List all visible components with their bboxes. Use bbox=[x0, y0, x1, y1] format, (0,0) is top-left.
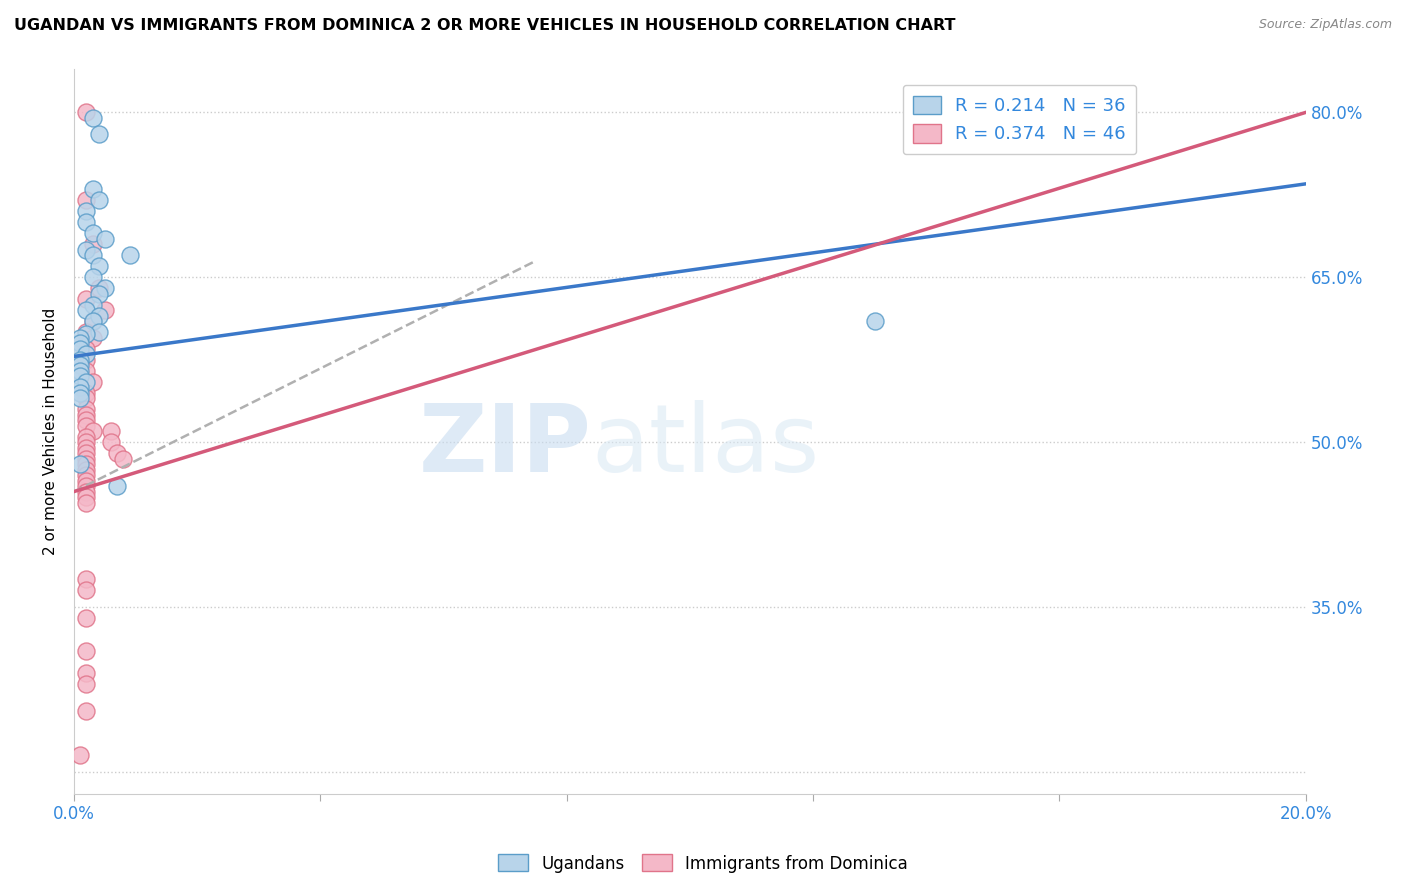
Point bbox=[75, 391, 97, 405]
Point bbox=[69, 364, 91, 378]
Point bbox=[75, 194, 97, 208]
Point bbox=[69, 331, 91, 345]
Point bbox=[94, 281, 117, 295]
Point bbox=[75, 303, 97, 318]
Legend: R = 0.214   N = 36, R = 0.374   N = 46: R = 0.214 N = 36, R = 0.374 N = 46 bbox=[903, 85, 1136, 154]
Point bbox=[118, 248, 141, 262]
Legend: Ugandans, Immigrants from Dominica: Ugandans, Immigrants from Dominica bbox=[492, 847, 914, 880]
Point bbox=[75, 484, 97, 499]
Point bbox=[75, 204, 97, 219]
Point bbox=[105, 446, 128, 460]
Point bbox=[69, 342, 91, 356]
Point bbox=[94, 232, 117, 246]
Point bbox=[75, 352, 97, 367]
Point bbox=[75, 677, 97, 691]
Point bbox=[75, 583, 97, 598]
Point bbox=[112, 451, 135, 466]
Point bbox=[69, 748, 91, 763]
Point bbox=[82, 111, 104, 125]
Point bbox=[82, 424, 104, 438]
Point bbox=[75, 215, 97, 229]
Point bbox=[75, 347, 97, 361]
Text: ZIP: ZIP bbox=[419, 400, 592, 491]
Point bbox=[75, 243, 97, 257]
Point bbox=[75, 342, 97, 356]
Point bbox=[87, 281, 110, 295]
Point bbox=[87, 260, 110, 274]
Text: atlas: atlas bbox=[592, 400, 820, 491]
Point bbox=[75, 441, 97, 455]
Point bbox=[75, 665, 97, 680]
Point bbox=[69, 385, 91, 400]
Point bbox=[82, 298, 104, 312]
Point bbox=[75, 429, 97, 443]
Point bbox=[82, 314, 104, 328]
Point bbox=[75, 105, 97, 120]
Point bbox=[75, 402, 97, 417]
Point bbox=[82, 331, 104, 345]
Point bbox=[863, 314, 886, 328]
Point bbox=[75, 573, 97, 587]
Point bbox=[75, 495, 97, 509]
Point bbox=[75, 468, 97, 483]
Point bbox=[87, 325, 110, 339]
Point bbox=[69, 336, 91, 351]
Point bbox=[75, 364, 97, 378]
Point bbox=[75, 490, 97, 504]
Point bbox=[69, 457, 91, 471]
Point bbox=[75, 413, 97, 427]
Point bbox=[75, 375, 97, 389]
Point bbox=[82, 248, 104, 262]
Point bbox=[69, 380, 91, 394]
Point bbox=[75, 457, 97, 471]
Point bbox=[75, 611, 97, 625]
Point bbox=[75, 446, 97, 460]
Point bbox=[100, 424, 122, 438]
Point bbox=[82, 182, 104, 196]
Point bbox=[69, 358, 91, 372]
Point bbox=[75, 462, 97, 476]
Point bbox=[82, 314, 104, 328]
Point bbox=[75, 435, 97, 450]
Point bbox=[87, 194, 110, 208]
Point bbox=[75, 644, 97, 658]
Point bbox=[69, 391, 91, 405]
Point bbox=[82, 237, 104, 252]
Point bbox=[75, 292, 97, 306]
Point bbox=[82, 375, 104, 389]
Point bbox=[75, 474, 97, 488]
Point bbox=[87, 309, 110, 323]
Point bbox=[75, 408, 97, 422]
Point bbox=[75, 325, 97, 339]
Point bbox=[75, 704, 97, 718]
Point bbox=[100, 435, 122, 450]
Text: UGANDAN VS IMMIGRANTS FROM DOMINICA 2 OR MORE VEHICLES IN HOUSEHOLD CORRELATION : UGANDAN VS IMMIGRANTS FROM DOMINICA 2 OR… bbox=[14, 18, 956, 33]
Point bbox=[69, 352, 91, 367]
Point bbox=[94, 303, 117, 318]
Point bbox=[82, 270, 104, 285]
Y-axis label: 2 or more Vehicles in Household: 2 or more Vehicles in Household bbox=[44, 308, 58, 555]
Point bbox=[82, 227, 104, 241]
Point bbox=[87, 286, 110, 301]
Point bbox=[87, 128, 110, 142]
Point bbox=[105, 479, 128, 493]
Point bbox=[75, 479, 97, 493]
Point bbox=[75, 385, 97, 400]
Text: Source: ZipAtlas.com: Source: ZipAtlas.com bbox=[1258, 18, 1392, 31]
Point bbox=[75, 418, 97, 433]
Point bbox=[75, 327, 97, 342]
Point bbox=[75, 451, 97, 466]
Point bbox=[69, 369, 91, 384]
